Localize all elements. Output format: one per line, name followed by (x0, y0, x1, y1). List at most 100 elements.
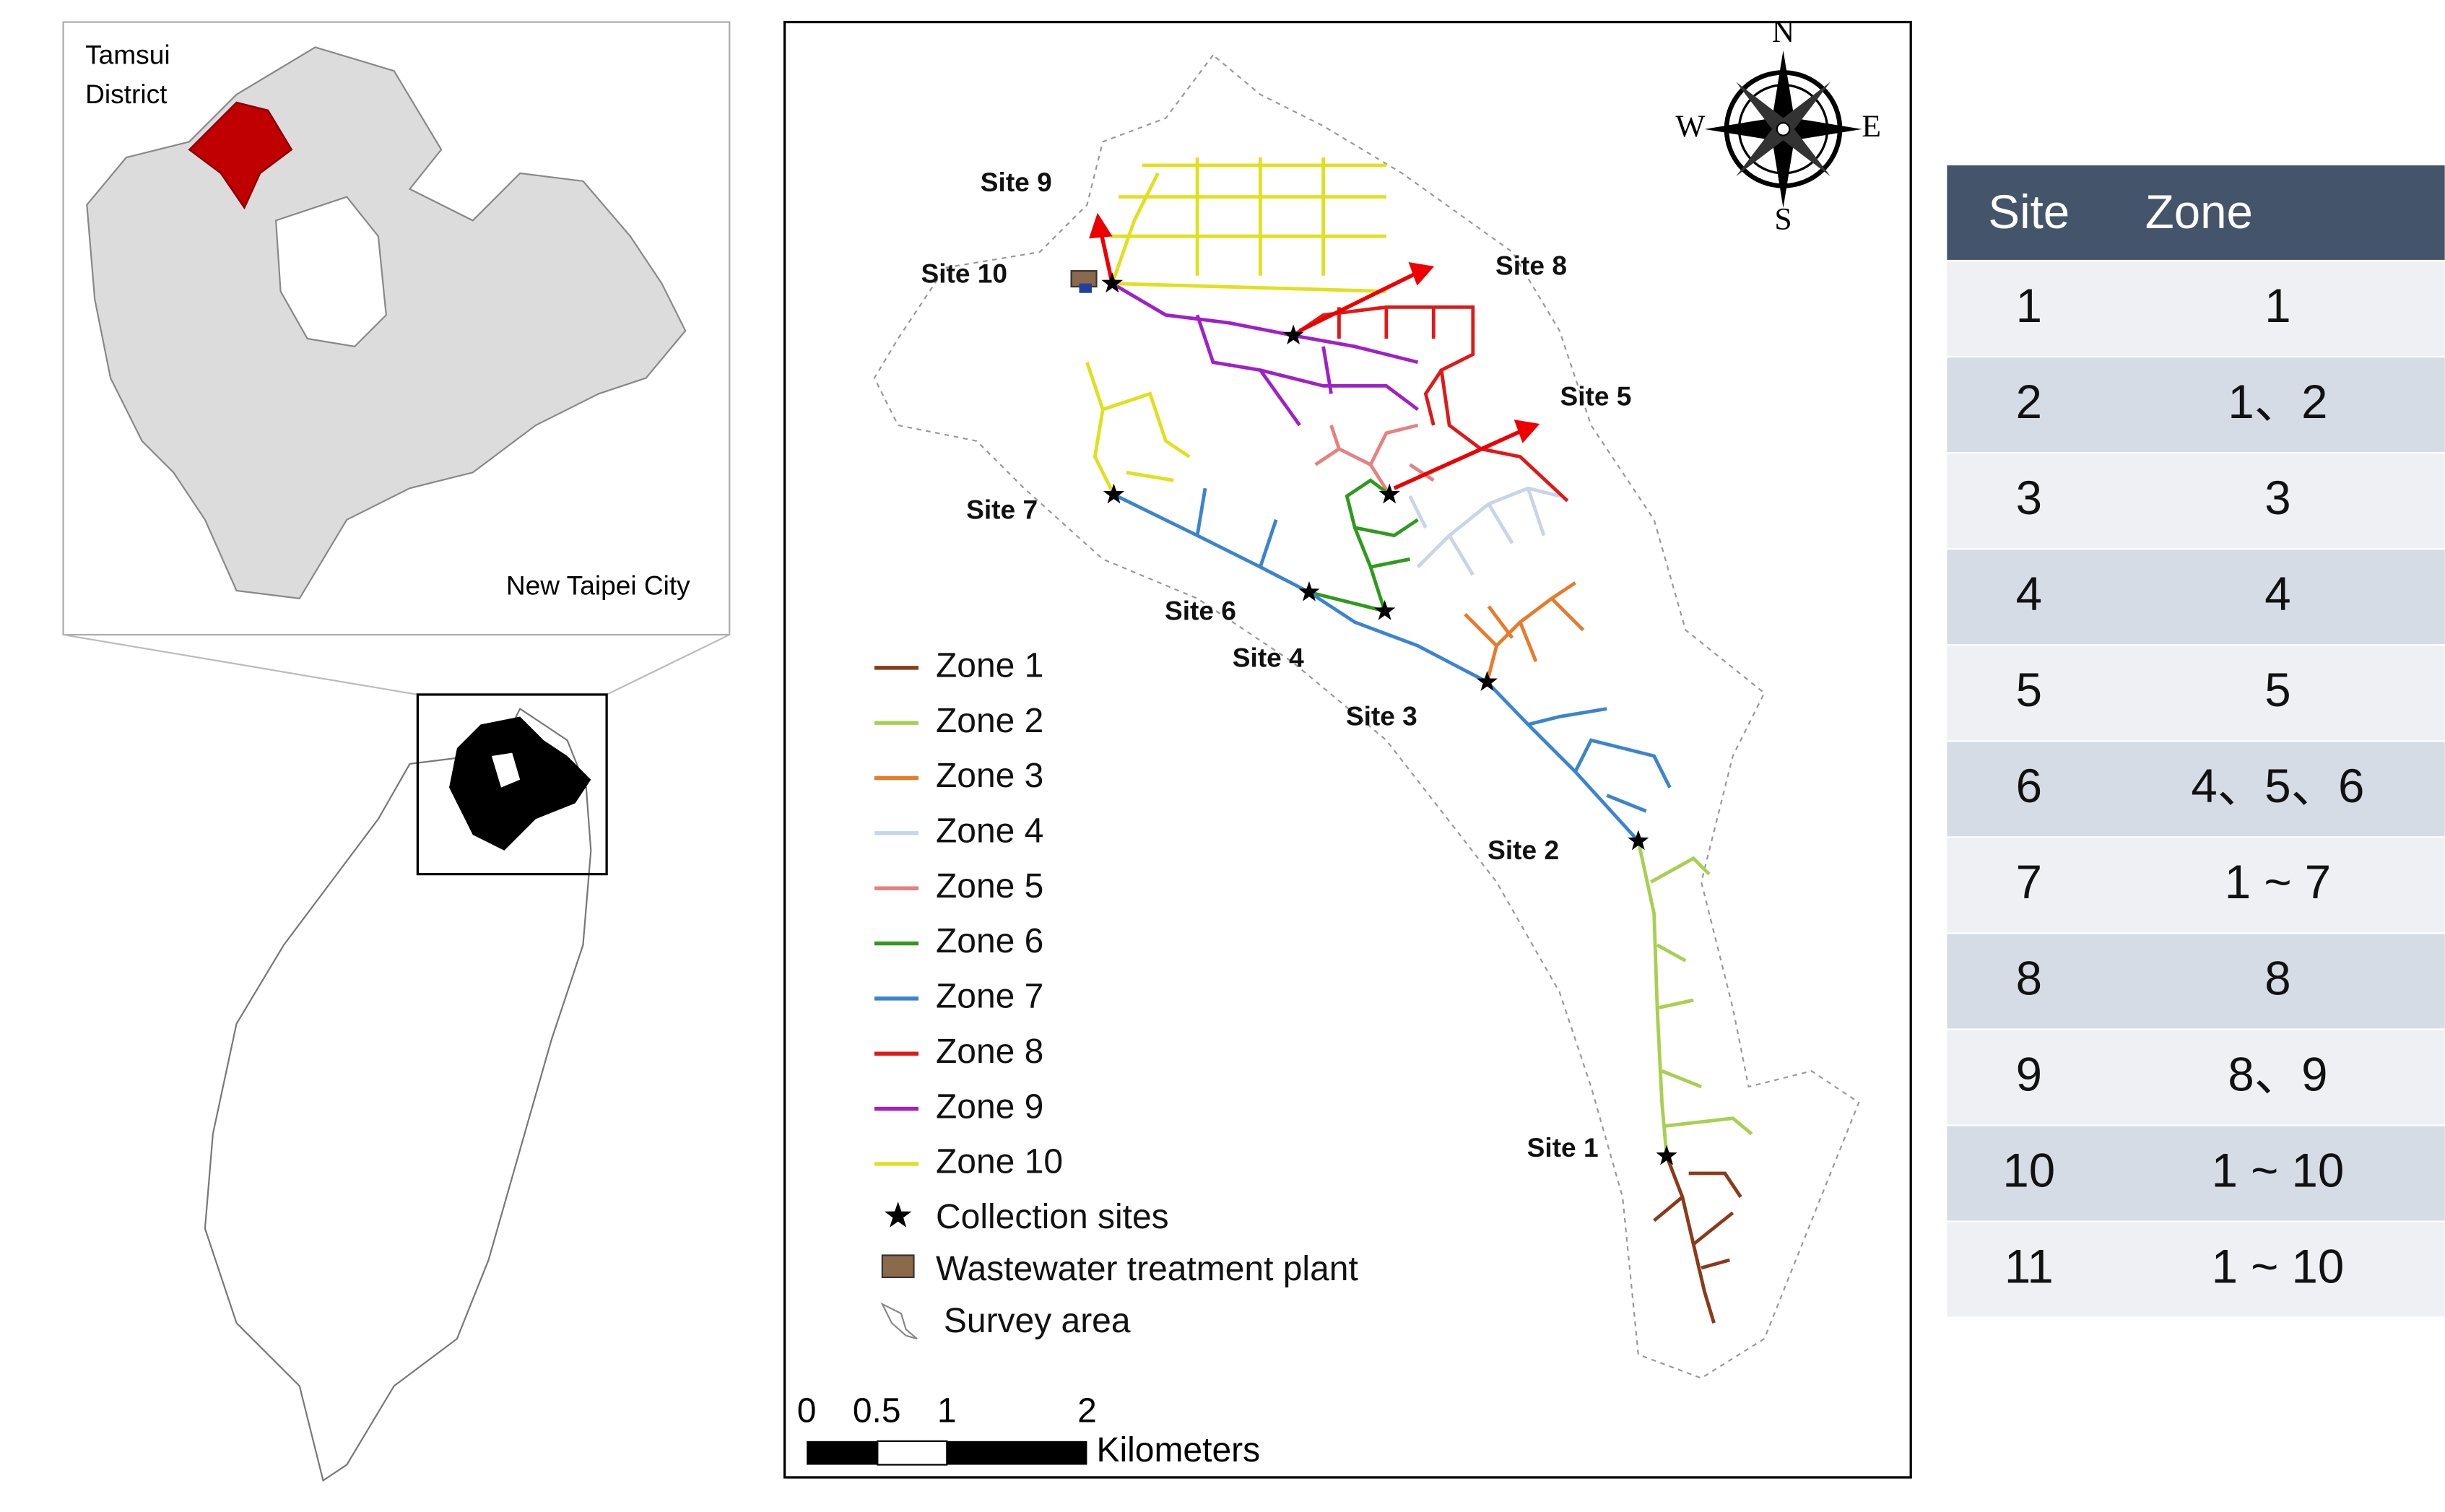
table-cell: 10 (2002, 1144, 2055, 1196)
zone-network (1308, 478, 1419, 613)
collection-site (1298, 581, 1320, 601)
compass-label: W (1675, 109, 1706, 144)
scale-segment (947, 1441, 1087, 1465)
collection-site (1656, 1144, 1677, 1165)
zone-network (1113, 487, 1672, 843)
table-row (1947, 838, 2445, 933)
table-row (1947, 934, 2445, 1029)
scale-segment (877, 1440, 948, 1466)
legend-swatch (881, 1254, 915, 1279)
table-cell: 6 (2016, 760, 2042, 812)
collection-site (884, 1202, 912, 1228)
table-row (1947, 1030, 2445, 1125)
collection-site (1282, 324, 1304, 345)
map-frame (783, 20, 1912, 1479)
city-label: New Taipei City (506, 570, 690, 600)
collection-site (1628, 830, 1649, 851)
table-row (1947, 453, 2445, 549)
table-cell: 1 (2264, 279, 2290, 332)
taiwan-outline (204, 707, 592, 1482)
table-cell: 1 ~ 7 (2225, 856, 2331, 908)
table-cell: 1 ~ 10 (2212, 1240, 2345, 1292)
table-header (1947, 165, 2445, 260)
table-row (1947, 549, 2445, 645)
table-header-cell: Zone (2145, 186, 2253, 238)
site-label: Site 4 (1233, 643, 1304, 673)
connector (606, 634, 730, 695)
legend-label: Zone 7 (936, 978, 1043, 1016)
table-row (1947, 261, 2445, 356)
collection-site (1378, 483, 1400, 504)
table-cell: 5 (2264, 664, 2290, 716)
site-label: Site 2 (1488, 835, 1559, 865)
tamsui-district (188, 101, 293, 210)
table-cell: 3 (2016, 472, 2042, 524)
table-row (1947, 1222, 2445, 1317)
plant-icon (1070, 270, 1098, 293)
table-cell: 4、5、6 (2191, 760, 2364, 812)
scale-tick-label: 0 (797, 1391, 817, 1430)
table-cell: 2 (2016, 375, 2042, 428)
scale-tick-label: 1 (937, 1391, 957, 1430)
table-row (1947, 357, 2445, 453)
site-label: Site 5 (1560, 381, 1631, 412)
district-label: District (85, 79, 168, 109)
table-cell: 4 (2016, 568, 2042, 620)
table-cell: 7 (2016, 856, 2042, 908)
site-label: Site 6 (1165, 595, 1236, 625)
zone-network (1408, 486, 1560, 576)
new-taipei-locator (449, 716, 591, 851)
legend-label: Survey area (944, 1302, 1131, 1340)
collection-site (1101, 272, 1123, 293)
site-label: Site 7 (966, 495, 1038, 525)
site-label: Site 3 (1346, 700, 1417, 731)
scale-tick-label: 0.5 (853, 1391, 901, 1430)
arrow (1099, 233, 1114, 284)
arrowhead (1408, 261, 1435, 286)
table-cell: 8 (2016, 952, 2042, 1004)
table-cell: 8、9 (2228, 1048, 2327, 1100)
legend-label: Zone 9 (936, 1087, 1043, 1126)
collection-site (1374, 600, 1396, 620)
locator-box (416, 693, 608, 876)
collection-site (1103, 483, 1125, 504)
connector (63, 633, 418, 696)
legend-label: Wastewater treatment plant (936, 1250, 1358, 1288)
zone-network (1653, 1155, 1742, 1324)
legend-label: Zone 3 (936, 757, 1043, 795)
site-label: Site 8 (1495, 251, 1567, 281)
flow-arrows (1089, 212, 1540, 490)
arrowhead (1089, 212, 1113, 239)
legend-label: Zone 5 (936, 867, 1043, 905)
table-cell: 11 (2005, 1240, 2054, 1292)
table-row (1947, 1126, 2445, 1221)
legend-label: Collection sites (936, 1198, 1169, 1236)
table-cell: 4 (2264, 568, 2290, 620)
compass-label: S (1774, 202, 1792, 237)
compass-center (1776, 122, 1791, 136)
scale-segment (807, 1441, 878, 1465)
legend-label: Zone 8 (936, 1033, 1043, 1071)
arrow (1393, 430, 1521, 490)
scale-unit: Kilometers (1097, 1431, 1261, 1469)
plant-icon (1079, 283, 1092, 293)
legend-swatch (880, 1302, 918, 1340)
zone-network (1314, 423, 1435, 496)
legend-label: Zone 2 (936, 702, 1043, 740)
scale-tick-label: 2 (1077, 1391, 1097, 1430)
table-cell: 1、2 (2228, 375, 2327, 428)
zone-network (1636, 840, 1753, 1157)
table-cell: 3 (2264, 472, 2290, 524)
site-label: Site 1 (1527, 1132, 1599, 1163)
arrow (1298, 272, 1416, 333)
table-cell: 1 ~ 10 (2212, 1144, 2345, 1196)
compass-label: N (1772, 14, 1795, 49)
arrowhead (1514, 420, 1540, 443)
zone-network (1111, 282, 1419, 427)
zone-network (1464, 581, 1585, 683)
table-row (1947, 742, 2445, 837)
compass (1704, 50, 1862, 208)
legend-label: Zone 1 (936, 647, 1043, 685)
zone-network (1292, 305, 1569, 503)
